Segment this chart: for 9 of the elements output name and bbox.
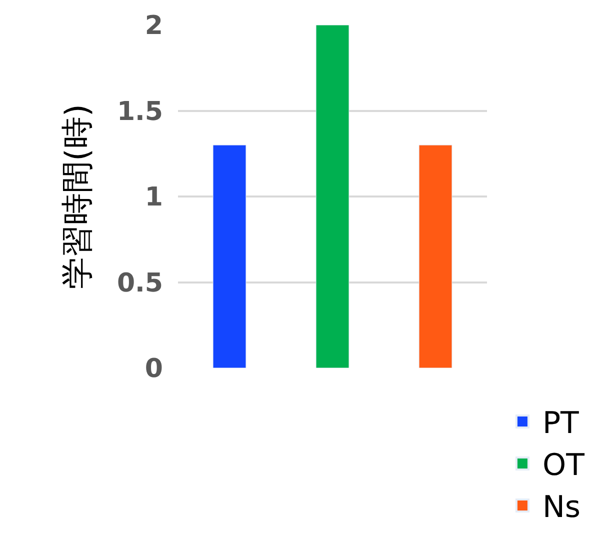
legend-label: Ns xyxy=(542,490,581,526)
y-tick-label: 0.5 xyxy=(116,268,163,298)
y-tick-label: 1.5 xyxy=(116,96,163,127)
y-axis-title: 学習時間(時) xyxy=(58,104,96,289)
y-tick-label: 1 xyxy=(144,182,163,213)
legend-label: OT xyxy=(542,448,586,484)
y-tick-label: 2 xyxy=(144,11,163,42)
legend-label: PT xyxy=(542,406,580,442)
y-tick-label: 0 xyxy=(144,354,163,384)
